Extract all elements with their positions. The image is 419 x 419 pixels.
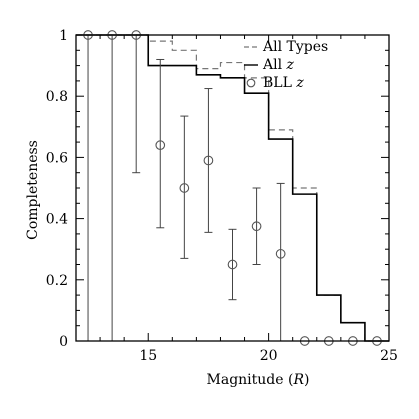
legend-label-1: All z: [262, 57, 295, 73]
data-point-8: [275, 248, 286, 259]
data-point-5: [203, 155, 214, 166]
x-tick-label-25: 25: [380, 348, 398, 364]
y-tick-label-5: 1: [59, 28, 68, 44]
x-tick-label-15: 15: [139, 348, 157, 364]
data-point-7: [251, 221, 262, 232]
series-1-step-line: [76, 34, 389, 342]
x-axis-label-variable: R: [292, 372, 304, 388]
x-axis-label-end: ): [304, 372, 309, 388]
y-axis-label: Completeness: [25, 140, 41, 240]
data-point-4: [179, 183, 190, 193]
y-tick-label-3: 0.6: [46, 150, 68, 166]
legend-swatch-2: [246, 78, 256, 88]
axes-layer: 15 20 25 0 0.2 0.4 0.6 0.8 1: [46, 28, 398, 364]
legend: All Types All z BLL z: [244, 39, 328, 91]
x-axis-label-main: Magnitude (: [207, 372, 294, 388]
y-tick-label-0: 0: [59, 334, 68, 350]
legend-label-2: BLL z: [263, 75, 304, 91]
y-tick-label-2: 0.4: [46, 212, 68, 228]
y-tick-label-4: 0.8: [46, 89, 68, 105]
data-point-3: [155, 140, 166, 151]
plot-layer: [76, 30, 389, 346]
x-tick-label-20: 20: [260, 348, 278, 364]
data-point-6: [227, 259, 238, 270]
x-axis-label: Magnitude (R): [207, 372, 310, 388]
legend-label-0: All Types: [262, 39, 328, 55]
y-tick-label-1: 0.2: [46, 273, 68, 289]
